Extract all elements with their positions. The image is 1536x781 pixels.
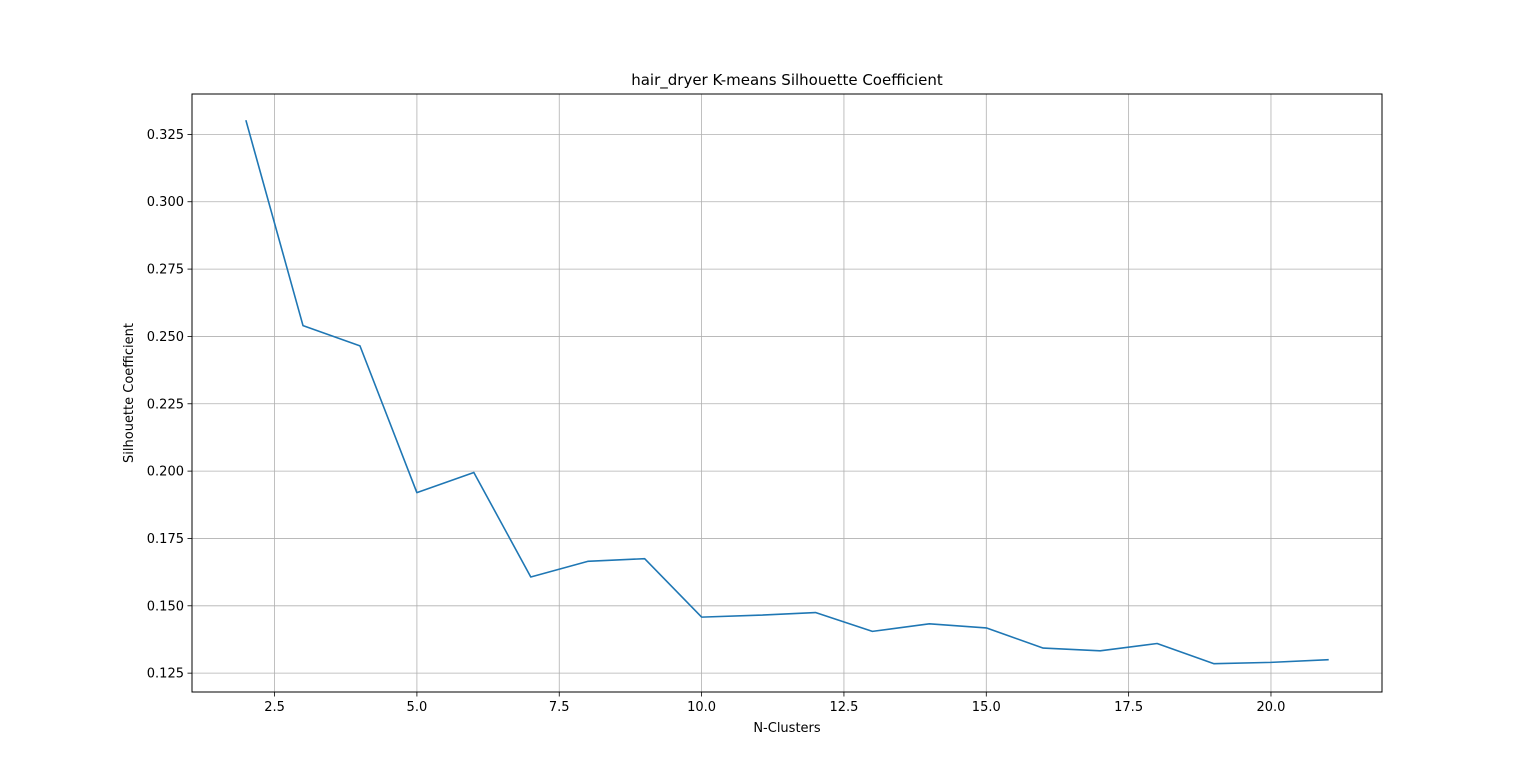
- y-tick-label: 0.150: [147, 599, 184, 614]
- x-tick-label: 20.0: [1256, 700, 1285, 715]
- chart-title: hair_dryer K-means Silhouette Coefficien…: [631, 71, 943, 90]
- x-tick-label: 17.5: [1114, 700, 1143, 715]
- y-tick-label: 0.125: [147, 667, 184, 682]
- x-axis-label: N-Clusters: [753, 721, 821, 736]
- y-tick-label: 0.275: [147, 263, 184, 278]
- y-tick-label: 0.225: [147, 397, 184, 412]
- y-tick-label: 0.200: [147, 465, 184, 480]
- x-tick-label: 15.0: [972, 700, 1001, 715]
- y-tick-label: 0.325: [147, 128, 184, 143]
- x-tick-label: 10.0: [687, 700, 716, 715]
- x-tick-label: 12.5: [829, 700, 858, 715]
- y-tick-label: 0.250: [147, 330, 184, 345]
- y-tick-label: 0.300: [147, 195, 184, 210]
- x-tick-label: 7.5: [549, 700, 570, 715]
- x-tick-label: 2.5: [264, 700, 285, 715]
- y-axis-label: Silhouette Coefficient: [122, 323, 137, 463]
- y-tick-label: 0.175: [147, 532, 184, 547]
- x-tick-label: 5.0: [407, 700, 428, 715]
